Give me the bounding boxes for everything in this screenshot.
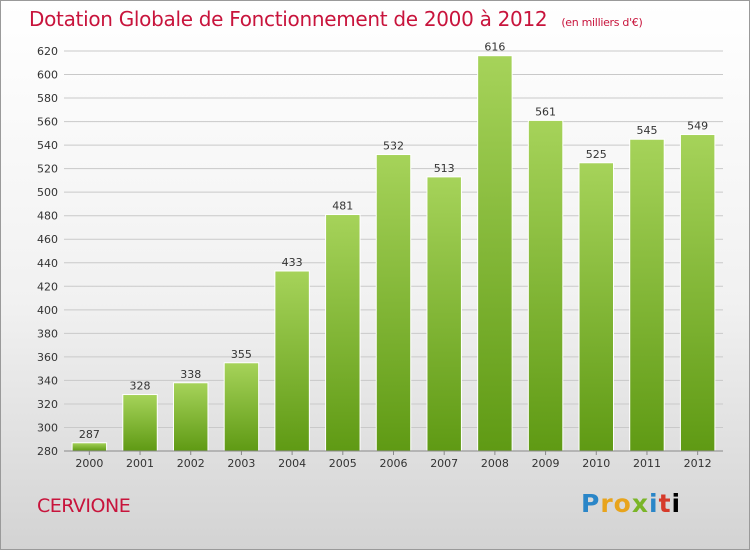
- logo-letter: P: [581, 489, 601, 518]
- unit-label: (en milliers d'€): [561, 16, 643, 29]
- y-tick-label: 520: [37, 163, 58, 176]
- y-tick-label: 340: [37, 374, 58, 387]
- y-tick-label: 320: [37, 398, 58, 411]
- x-tick-label: 2008: [481, 457, 509, 470]
- bar: [325, 214, 361, 452]
- logo-letter: r: [600, 489, 614, 518]
- commune-name: CERVIONE: [37, 495, 131, 517]
- bar: [274, 270, 310, 452]
- bars: 287 328 338 355 433 481 532 513 616 561 525 545 549: [71, 41, 716, 452]
- proxiti-logo: Proxiti: [581, 489, 681, 518]
- bar-value-label: 328: [130, 380, 151, 393]
- y-tick-label: 600: [37, 69, 58, 82]
- logo-letter: i: [649, 489, 659, 518]
- bar-value-label: 355: [231, 348, 252, 361]
- bar-value-label: 561: [535, 105, 556, 118]
- y-tick-label: 360: [37, 351, 58, 364]
- bar-value-label: 525: [586, 148, 607, 161]
- y-tick-label: 400: [37, 304, 58, 317]
- title-text: Dotation Globale de Fonctionnement de 20…: [29, 7, 548, 31]
- logo-letter: i: [671, 489, 682, 518]
- bar: [426, 176, 462, 452]
- bar-value-label: 513: [434, 162, 455, 175]
- y-tick-label: 540: [37, 139, 58, 152]
- x-axis: 2000 2001 2002 2003 2004 2005 2006 2007 2008 2009…: [64, 450, 723, 470]
- x-tick-label: 2007: [430, 457, 458, 470]
- x-tick-label: 2003: [227, 457, 255, 470]
- bar: [578, 162, 615, 452]
- x-tick-label: 2011: [633, 457, 661, 470]
- x-tick-label: 2006: [380, 457, 408, 470]
- logo-letter: x: [631, 489, 649, 518]
- bar-value-label: 532: [383, 140, 404, 153]
- bar-value-label: 545: [636, 124, 657, 137]
- logo-letter: o: [613, 489, 632, 518]
- bar: [223, 362, 260, 452]
- y-tick-label: 440: [37, 257, 58, 270]
- y-tick-label: 480: [37, 210, 58, 223]
- chart-title: Dotation Globale de Fonctionnement de 20…: [29, 7, 643, 31]
- bar: [122, 394, 158, 452]
- bar-value-label: 338: [180, 368, 201, 381]
- y-tick-label: 280: [37, 445, 58, 458]
- y-tick-label: 300: [37, 421, 58, 434]
- x-tick-label: 2000: [75, 457, 103, 470]
- bar: [172, 382, 209, 452]
- bar: [679, 134, 716, 452]
- bar: [375, 154, 412, 452]
- y-tick-label: 500: [37, 186, 58, 199]
- x-tick-label: 2001: [126, 457, 154, 470]
- x-tick-label: 2005: [329, 457, 357, 470]
- y-tick-label: 560: [37, 116, 58, 129]
- bar: [477, 55, 513, 452]
- y-axis: 280 300 320 340 360 380 400 420 440 460 480 500 520 5…: [37, 45, 58, 458]
- y-tick-label: 620: [37, 45, 58, 58]
- x-tick-label: 2012: [684, 457, 712, 470]
- logo-letter: t: [658, 489, 672, 518]
- x-tick-label: 2010: [582, 457, 610, 470]
- x-tick-label: 2009: [532, 457, 560, 470]
- bar: [629, 138, 665, 452]
- bar-value-label: 433: [282, 256, 303, 269]
- bar-value-label: 481: [332, 200, 353, 213]
- bar-value-label: 549: [687, 120, 708, 133]
- x-tick-label: 2004: [278, 457, 306, 470]
- bar: [71, 442, 108, 452]
- y-tick-label: 380: [37, 327, 58, 340]
- bar: [527, 119, 564, 452]
- bar-value-label: 616: [484, 41, 505, 54]
- y-tick-label: 580: [37, 92, 58, 105]
- y-tick-label: 420: [37, 280, 58, 293]
- x-tick-label: 2002: [177, 457, 205, 470]
- bar-value-label: 287: [79, 428, 100, 441]
- y-tick-label: 460: [37, 233, 58, 246]
